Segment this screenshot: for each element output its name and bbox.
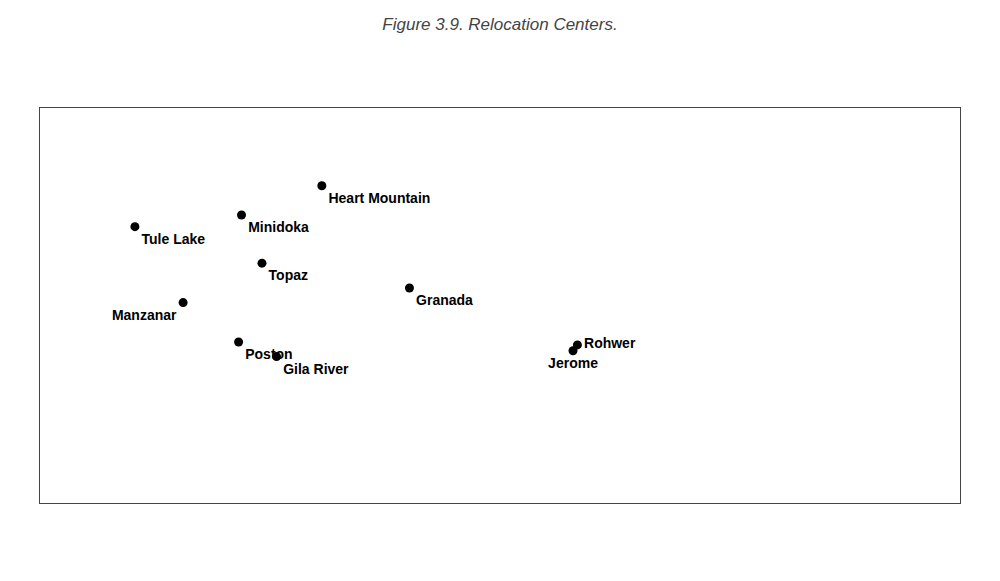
svg-text:Tule Lake: Tule Lake <box>142 231 206 247</box>
svg-text:Manzanar: Manzanar <box>112 307 177 323</box>
svg-text:Heart Mountain: Heart Mountain <box>328 190 430 206</box>
svg-text:Rohwer: Rohwer <box>584 335 636 351</box>
svg-text:Gila River: Gila River <box>283 361 349 377</box>
svg-text:Granada: Granada <box>416 292 473 308</box>
svg-text:Figure 3.9. Relocation Centers: Figure 3.9. Relocation Centers. <box>382 15 617 34</box>
svg-text:Topaz: Topaz <box>269 267 308 283</box>
svg-text:Jerome: Jerome <box>548 355 598 371</box>
svg-text:Minidoka: Minidoka <box>248 219 309 235</box>
svg-text:Poston: Poston <box>245 346 292 362</box>
